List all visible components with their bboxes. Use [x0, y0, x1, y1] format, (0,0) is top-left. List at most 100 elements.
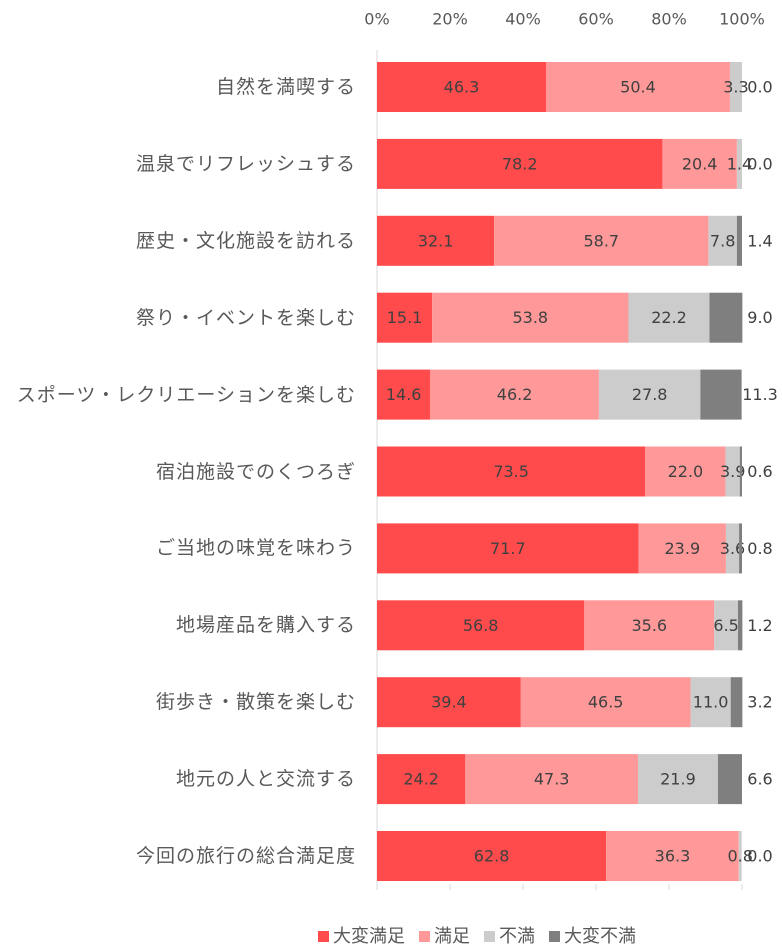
category-label: 地場産品を購入する — [6, 608, 356, 642]
bar-segment — [725, 446, 740, 497]
category-label: スポーツ・レクリエーションを楽しむ — [6, 378, 356, 412]
bar-segment — [377, 446, 646, 497]
bar-segment — [377, 292, 433, 343]
bar-segment — [738, 831, 742, 881]
legend-swatch — [419, 931, 430, 942]
x-tick-label: 0% — [364, 10, 389, 29]
bar-segment — [545, 62, 730, 112]
legend-label: 不満 — [499, 926, 535, 947]
value-label: 58.7 — [583, 231, 619, 250]
category-label: 温泉でリフレッシュする — [6, 147, 356, 181]
bar-segment — [708, 215, 737, 266]
value-label: 11.3 — [742, 385, 778, 404]
value-label: 46.3 — [444, 78, 480, 97]
bar-segment — [377, 138, 663, 189]
bar-segment — [637, 754, 718, 805]
value-label: 36.3 — [655, 847, 691, 866]
bar-segment — [377, 677, 521, 728]
value-label: 9.0 — [747, 308, 772, 327]
bar-segment — [584, 600, 715, 651]
bar-segment — [645, 446, 726, 497]
value-label: 39.4 — [431, 693, 467, 712]
value-label: 21.9 — [660, 770, 696, 789]
bar-segment — [432, 292, 629, 343]
value-label: 22.2 — [651, 308, 687, 327]
bar-segment — [662, 138, 737, 189]
value-label: 1.2 — [747, 616, 772, 635]
bar-segment — [377, 600, 585, 651]
bar-segment — [700, 369, 742, 420]
x-tick-label: 40% — [505, 10, 541, 29]
bar-segment — [717, 754, 742, 805]
x-tick-label: 20% — [432, 10, 468, 29]
value-label: 6.6 — [747, 770, 772, 789]
legend-label: 大変満足 — [333, 926, 405, 947]
category-text: 自然を満喫する — [215, 76, 356, 98]
value-label: 0.6 — [747, 462, 772, 481]
category-label: 自然を満喫する — [6, 70, 356, 104]
value-label: 35.6 — [631, 616, 667, 635]
value-label: 47.3 — [534, 770, 570, 789]
value-label: 7.8 — [710, 231, 735, 250]
bar-segment — [739, 523, 742, 574]
bar-segment — [725, 523, 740, 574]
bar-segment — [714, 600, 738, 651]
category-label: 地元の人と交流する — [6, 762, 356, 796]
bar-segment — [377, 754, 466, 805]
bar-segment — [739, 446, 742, 497]
bar-segment — [736, 138, 742, 189]
value-label: 78.2 — [502, 154, 538, 173]
value-label: 46.2 — [497, 385, 533, 404]
bar-segment — [736, 215, 742, 266]
bar-segment — [377, 831, 607, 881]
category-text: 温泉でリフレッシュする — [135, 152, 356, 175]
bar-segment — [377, 369, 431, 420]
bar-segment — [730, 677, 743, 728]
value-label: 3.3 — [723, 78, 748, 97]
category-text: 宿泊施設でのくつろぎ — [155, 460, 356, 483]
category-text: スポーツ・レクリエーションを楽しむ — [16, 383, 356, 406]
value-label: 73.5 — [493, 462, 529, 481]
value-label: 22.0 — [668, 462, 704, 481]
bar-segment — [638, 523, 726, 574]
value-label: 0.0 — [747, 78, 772, 97]
value-label: 15.1 — [387, 308, 423, 327]
bar-segment — [377, 62, 546, 112]
bar-segment — [737, 600, 743, 651]
value-label: 0.8 — [727, 847, 752, 866]
value-label: 1.4 — [727, 154, 752, 173]
value-label: 50.4 — [620, 78, 656, 97]
bar-segment — [729, 62, 742, 112]
x-tick-label: 80% — [651, 10, 687, 29]
bar-segment — [628, 292, 710, 343]
value-label: 6.5 — [713, 616, 738, 635]
bar-segment — [377, 523, 639, 574]
bar-segment — [709, 292, 743, 343]
category-text: 今回の旅行の総合満足度 — [135, 845, 356, 867]
value-label: 46.5 — [588, 693, 624, 712]
value-label: 14.6 — [386, 385, 422, 404]
value-label: 62.8 — [474, 847, 510, 866]
category-label: 歴史・文化施設を訪れる — [6, 224, 356, 258]
category-label: 街歩き・散策を楽しむ — [6, 685, 356, 719]
bar-segment — [606, 831, 739, 881]
category-label: ご当地の味覚を味わう — [6, 531, 356, 565]
legend-swatch — [318, 931, 329, 942]
bar-segment — [494, 215, 709, 266]
value-label: 1.4 — [747, 231, 772, 250]
legend-swatch — [484, 931, 495, 942]
value-label: 3.6 — [720, 539, 745, 558]
bar-segment — [430, 369, 599, 420]
value-label: 11.0 — [693, 693, 729, 712]
category-text: ご当地の味覚を味わう — [155, 537, 356, 560]
value-label: 3.9 — [720, 462, 745, 481]
value-label: 27.8 — [632, 385, 668, 404]
value-label: 24.2 — [403, 770, 439, 789]
bar-segment — [465, 754, 638, 805]
category-label: 宿泊施設でのくつろぎ — [6, 455, 356, 489]
value-label: 23.9 — [665, 539, 701, 558]
category-text: 地場産品を購入する — [175, 614, 356, 637]
value-label: 0.8 — [747, 539, 772, 558]
